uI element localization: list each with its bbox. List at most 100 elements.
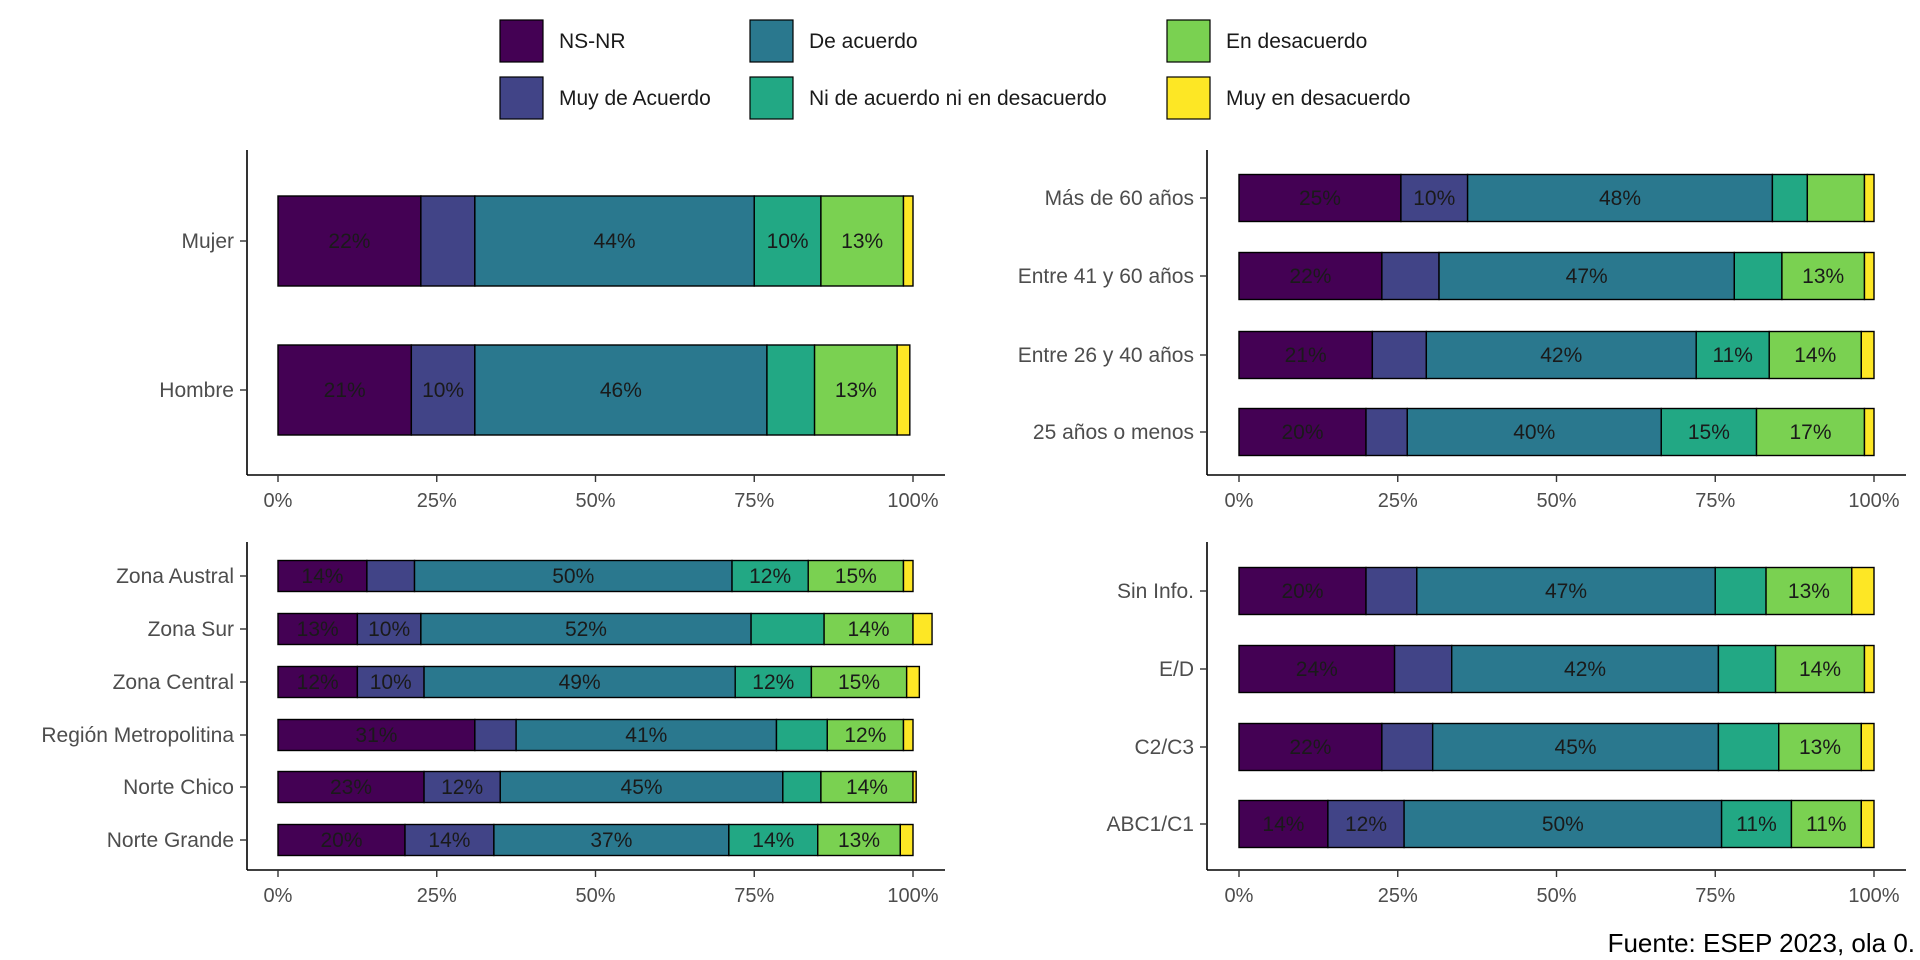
- data-label: 13%: [1799, 736, 1841, 759]
- bar-segment-de-acuerdo: [474, 195, 755, 287]
- bar-segment-en-desacuerdo: [1778, 722, 1863, 772]
- data-label: 22%: [328, 230, 370, 253]
- data-label: 50%: [552, 565, 594, 588]
- x-tick-label: 100%: [1848, 490, 1899, 512]
- category-label: Norte Grande: [107, 829, 234, 852]
- bar-segment-de-acuerdo: [420, 612, 752, 646]
- bar-segment-ns-nr: [277, 612, 359, 646]
- data-label: 14%: [846, 776, 888, 799]
- legend-item-en-desacuerdo: En desacuerdo: [1166, 19, 1367, 63]
- category-label: Más de 60 años: [1045, 187, 1194, 210]
- data-label: 50%: [1542, 813, 1584, 836]
- legend-item-ni-de-acuerdo-ni-en-desacuerdo: Ni de acuerdo ni en desacuerdo: [749, 76, 1107, 120]
- bar-sin-info: 20% 47% 13%: [1238, 566, 1875, 616]
- x-tick-label: 0%: [264, 885, 293, 907]
- bar-segment-muy-en-desacuerdo: [1851, 566, 1875, 616]
- bar-zona-sur: 13% 10% 52% 14%: [277, 612, 933, 646]
- bar-segment-muy-en-desacuerdo: [1863, 407, 1875, 457]
- data-label: 11%: [1806, 813, 1846, 836]
- data-label: 22%: [1289, 736, 1331, 759]
- data-label: 15%: [835, 565, 877, 588]
- legend-item-ns-nr: NS-NR: [499, 19, 626, 63]
- data-label: 47%: [1566, 265, 1608, 288]
- x-tick-label: 25%: [1378, 885, 1418, 907]
- data-label: 17%: [1789, 421, 1831, 444]
- data-label: 12%: [752, 671, 794, 694]
- category-label: Sin Info.: [1117, 580, 1194, 603]
- data-label: 10%: [1413, 187, 1455, 210]
- bar-segment-muy-de-acuerdo: [404, 823, 495, 857]
- data-label: 11%: [1736, 813, 1776, 836]
- bar-segment-muy-de-acuerdo: [1393, 644, 1453, 694]
- legend-label: De acuerdo: [809, 30, 918, 53]
- bar-segment-en-desacuerdo: [813, 344, 898, 436]
- bar-segment-ns-nr: [1238, 566, 1367, 616]
- data-label: 14%: [752, 829, 794, 852]
- category-label: Norte Chico: [123, 776, 234, 799]
- bar-segment-muy-en-desacuerdo: [1860, 799, 1875, 849]
- legend-item-muy-de-acuerdo: Muy de Acuerdo: [499, 76, 711, 120]
- bar-segment-muy-de-acuerdo: [1327, 799, 1405, 849]
- panel-zona: 0% 25% 50% 75% 100% Zona Austral 14% 50% 12% 15% Z…: [41, 542, 945, 907]
- legend-swatch: [1166, 76, 1211, 120]
- bar-25-anos-o-menos: 20% 40% 15% 17%: [1238, 407, 1875, 457]
- bar-segment-muy-en-desacuerdo: [902, 195, 914, 287]
- data-label: 41%: [625, 724, 667, 747]
- bar-segment-en-desacuerdo: [1774, 644, 1866, 694]
- bar-norte-grande: 20% 14% 37% 14% 13%: [277, 823, 914, 857]
- bar-segment-de-acuerdo: [413, 559, 733, 593]
- bar-segment-en-desacuerdo: [1806, 173, 1866, 223]
- bar-segment-muy-en-desacuerdo: [1863, 173, 1875, 223]
- legend-swatch: [749, 76, 794, 120]
- bar-segment-de-acuerdo: [1416, 566, 1716, 616]
- x-tick-label: 0%: [1225, 490, 1254, 512]
- data-label: 13%: [297, 618, 339, 641]
- data-label: 40%: [1513, 421, 1555, 444]
- data-label: 24%: [1296, 658, 1338, 681]
- bar-segment-muy-de-acuerdo: [1381, 722, 1434, 772]
- data-label: 14%: [848, 618, 890, 641]
- legend-label: NS-NR: [559, 30, 626, 53]
- data-label: 13%: [835, 379, 877, 402]
- x-tick-label: 25%: [417, 490, 457, 512]
- legend: NS-NR Muy de Acuerdo De acuerdo Ni de acuer…: [499, 19, 1410, 120]
- bar-segment-en-desacuerdo: [807, 559, 905, 593]
- bar-segment-muy-en-desacuerdo: [912, 612, 933, 646]
- bar-segment-ns-nr: [277, 665, 359, 699]
- data-label: 37%: [590, 829, 632, 852]
- x-tick-label: 75%: [734, 885, 774, 907]
- bar-mujer: 22% 44% 10% 13%: [277, 195, 914, 287]
- data-label: 23%: [330, 776, 372, 799]
- bar-segment-ns-nr: [277, 195, 422, 287]
- data-label: 31%: [355, 724, 397, 747]
- legend-label: En desacuerdo: [1226, 30, 1367, 53]
- bar-segment-ns-nr: [1238, 251, 1383, 301]
- bar-region-metropolitina: 31% 41% 12%: [277, 718, 914, 752]
- legend-label: Muy en desacuerdo: [1226, 87, 1410, 110]
- source-caption: Fuente: ESEP 2023, ola 0.: [1608, 928, 1915, 958]
- bar-segment-ni-de-acuerdo-ni-en-desacuerdo: [750, 612, 825, 646]
- bar-segment-muy-de-acuerdo: [420, 195, 476, 287]
- data-label: 21%: [1285, 344, 1327, 367]
- bar-segment-de-acuerdo: [1438, 251, 1736, 301]
- data-label: 13%: [841, 230, 883, 253]
- bar-segment-muy-de-acuerdo: [474, 718, 517, 752]
- legend-label: Ni de acuerdo ni en desacuerdo: [809, 87, 1107, 110]
- bar-segment-muy-en-desacuerdo: [912, 770, 917, 804]
- bar-segment-muy-en-desacuerdo: [902, 718, 914, 752]
- x-tick-label: 50%: [1536, 885, 1576, 907]
- data-label: 45%: [1555, 736, 1597, 759]
- category-label: ABC1/C1: [1106, 813, 1194, 836]
- bar-entre-26-y-40-anos: 21% 42% 11% 14%: [1238, 330, 1875, 380]
- bar-segment-ni-de-acuerdo-ni-en-desacuerdo: [766, 344, 816, 436]
- x-tick-label: 100%: [887, 490, 938, 512]
- bar-segment-ni-de-acuerdo-ni-en-desacuerdo: [782, 770, 822, 804]
- panel-sexo: 0% 25% 50% 75% 100% Mujer 22% 44% 10% 13% Hombre 21…: [159, 150, 945, 512]
- bar-segment-de-acuerdo: [1451, 644, 1720, 694]
- bar-segment-muy-en-desacuerdo: [896, 344, 911, 436]
- bar-hombre: 21% 10% 46% 13%: [277, 344, 911, 436]
- bar-segment-ni-de-acuerdo-ni-en-desacuerdo: [775, 718, 828, 752]
- data-label: 52%: [565, 618, 607, 641]
- legend-item-de-acuerdo: De acuerdo: [749, 19, 918, 63]
- bar-segment-ni-de-acuerdo-ni-en-desacuerdo: [728, 823, 819, 857]
